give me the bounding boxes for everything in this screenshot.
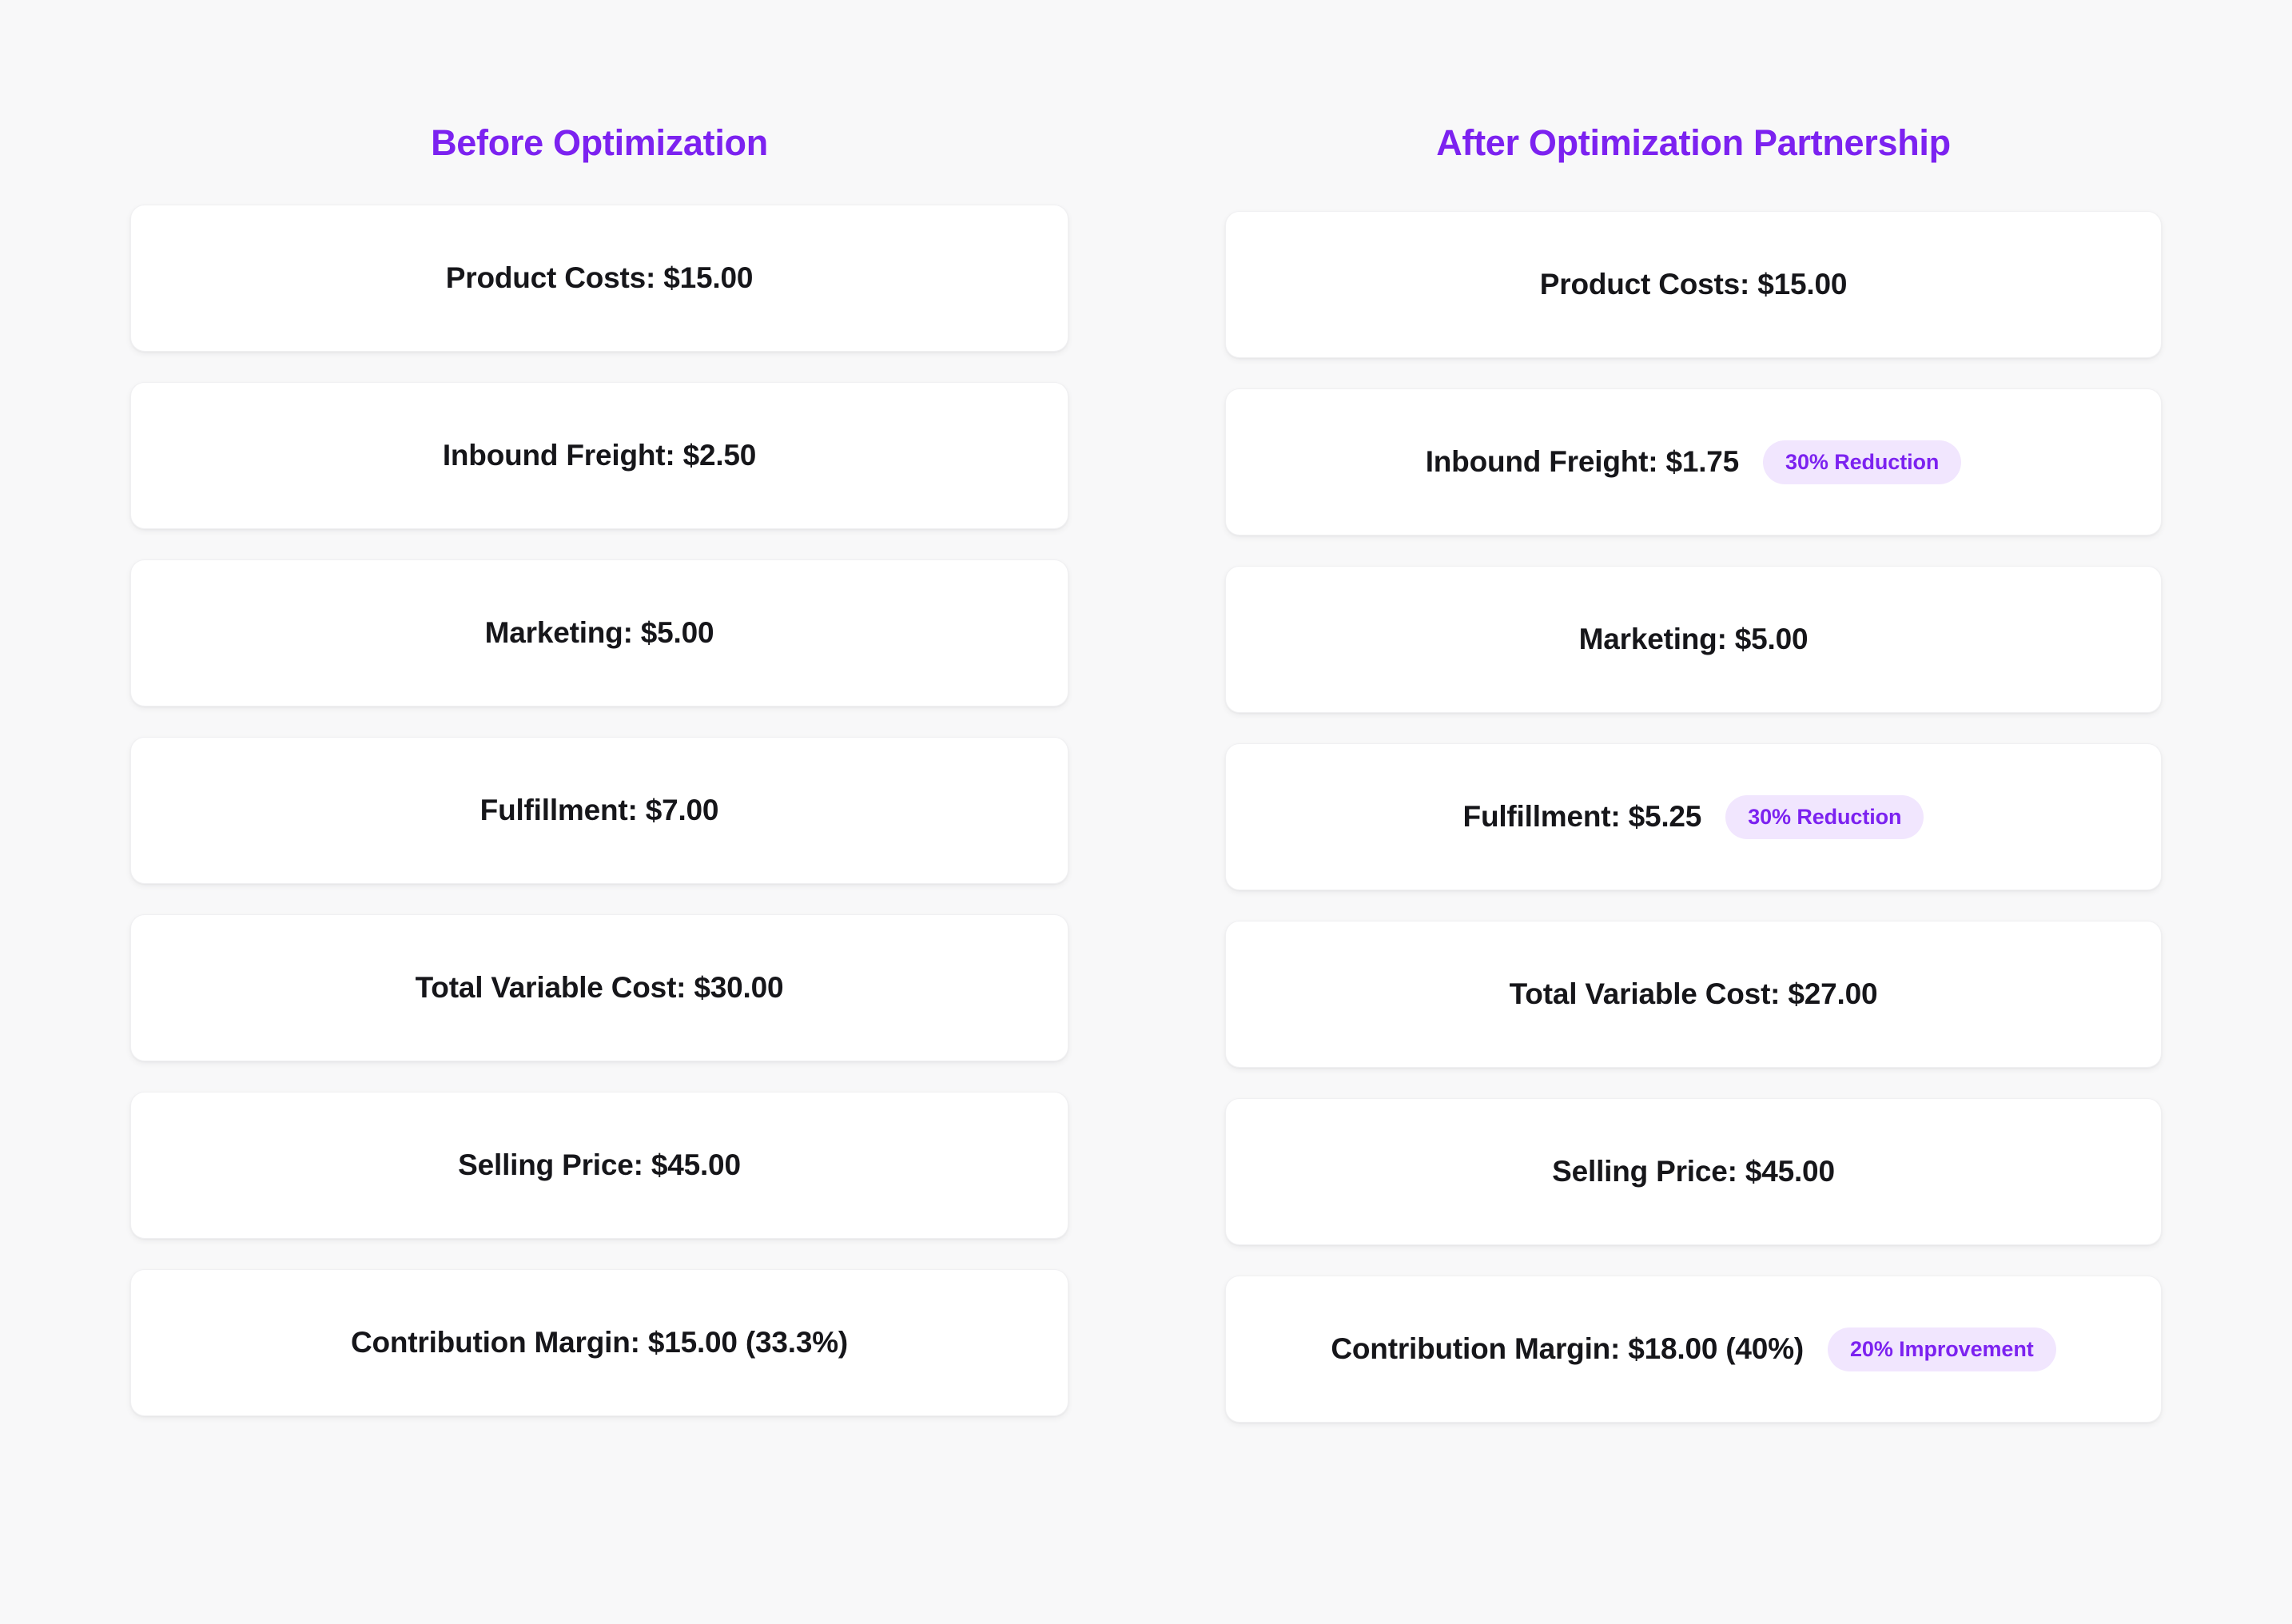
card-content: Inbound Freight: $1.75 30% Reduction (1426, 440, 1962, 484)
card-row[interactable]: Product Costs: $15.00 (130, 205, 1068, 352)
card-badge: 30% Reduction (1725, 794, 1924, 839)
card-content: Total Variable Cost: $27.00 (1510, 976, 1878, 1013)
card-content: Marketing: $5.00 (485, 615, 714, 651)
card-row[interactable]: Product Costs: $15.00 (1225, 211, 2162, 358)
card-content: Selling Price: $45.00 (458, 1147, 741, 1184)
card-label: Inbound Freight: $2.50 (442, 438, 757, 472)
card-row[interactable]: Inbound Freight: $1.75 30% Reduction (1225, 388, 2162, 535)
card-row[interactable]: Selling Price: $45.00 (1225, 1098, 2162, 1245)
card-content: Inbound Freight: $2.50 (442, 437, 757, 474)
card-row[interactable]: Contribution Margin: $18.00 (40%) 20% Im… (1225, 1276, 2162, 1423)
card-label: Fulfillment: $7.00 (479, 793, 719, 826)
card-row[interactable]: Contribution Margin: $15.00 (33.3%) (130, 1269, 1068, 1416)
card-row[interactable]: Total Variable Cost: $30.00 (130, 914, 1068, 1061)
card-label: Product Costs: $15.00 (1539, 267, 1848, 301)
card-row[interactable]: Marketing: $5.00 (1225, 566, 2162, 713)
card-row[interactable]: Fulfillment: $7.00 (130, 737, 1068, 884)
card-list-before: Product Costs: $15.00 Inbound Freight: $… (130, 205, 1068, 1416)
card-row[interactable]: Total Variable Cost: $27.00 (1225, 921, 2162, 1068)
card-content: Contribution Margin: $18.00 (40%) 20% Im… (1331, 1327, 2056, 1371)
card-label: Product Costs: $15.00 (445, 261, 754, 294)
column-title-after: After Optimization Partnership (1436, 122, 1951, 163)
card-list-after: Product Costs: $15.00 Inbound Freight: $… (1225, 211, 2162, 1423)
card-label: Contribution Margin: $15.00 (33.3%) (350, 1325, 849, 1359)
card-row[interactable]: Marketing: $5.00 (130, 559, 1068, 707)
column-title-before: Before Optimization (431, 122, 768, 163)
card-label: Marketing: $5.00 (484, 615, 714, 649)
card-label: Marketing: $5.00 (1578, 622, 1809, 655)
column-before-optimization: Before Optimization Product Costs: $15.0… (130, 0, 1068, 1416)
card-row[interactable]: Selling Price: $45.00 (130, 1092, 1068, 1239)
card-label: Selling Price: $45.00 (1552, 1154, 1835, 1188)
card-content: Marketing: $5.00 (1579, 621, 1809, 658)
card-label: Total Variable Cost: $27.00 (1509, 977, 1878, 1010)
card-content: Total Variable Cost: $30.00 (416, 969, 784, 1006)
card-content: Fulfillment: $7.00 (480, 792, 719, 829)
card-row[interactable]: Fulfillment: $5.25 30% Reduction (1225, 743, 2162, 890)
card-label: Inbound Freight: $1.75 (1425, 444, 1740, 478)
card-badge: 30% Reduction (1763, 440, 1962, 484)
card-label: Total Variable Cost: $30.00 (415, 970, 784, 1004)
card-row[interactable]: Inbound Freight: $2.50 (130, 382, 1068, 529)
card-content: Product Costs: $15.00 (1539, 266, 1848, 303)
card-content: Selling Price: $45.00 (1552, 1153, 1835, 1190)
card-badge: 20% Improvement (1828, 1327, 2056, 1371)
card-label: Contribution Margin: $18.00 (40%) (1331, 1331, 1805, 1365)
card-content: Product Costs: $15.00 (445, 260, 754, 297)
card-label: Selling Price: $45.00 (458, 1148, 741, 1181)
card-content: Contribution Margin: $15.00 (33.3%) (351, 1324, 848, 1361)
column-after-optimization: After Optimization Partnership Product C… (1225, 0, 2162, 1423)
card-label: Fulfillment: $5.25 (1462, 799, 1702, 833)
card-content: Fulfillment: $5.25 30% Reduction (1462, 794, 1924, 839)
